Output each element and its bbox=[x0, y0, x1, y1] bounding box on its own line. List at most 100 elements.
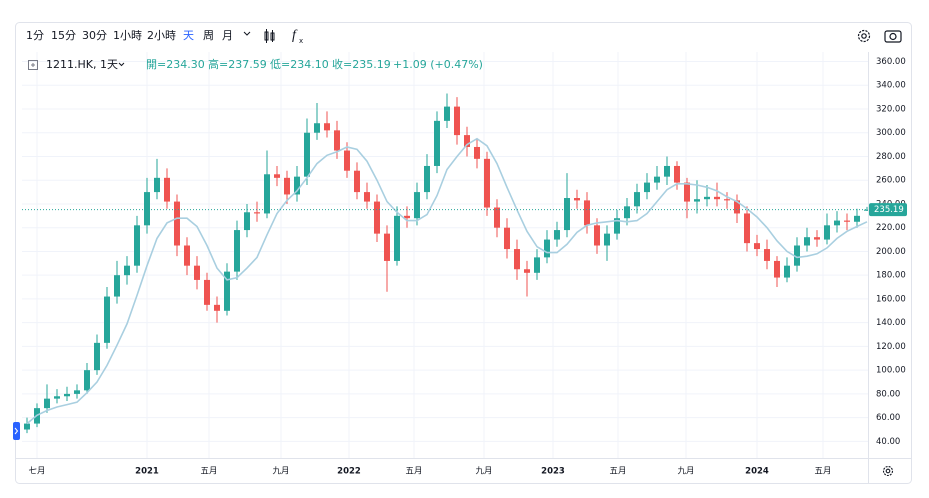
legend-toggle[interactable] bbox=[28, 60, 38, 70]
candle-body bbox=[804, 237, 810, 246]
candle-body bbox=[504, 227, 510, 250]
candle-body bbox=[564, 198, 570, 231]
candle-body bbox=[764, 249, 770, 261]
candle-body bbox=[214, 304, 220, 311]
candle-body bbox=[324, 123, 330, 131]
candle-body bbox=[374, 201, 380, 234]
candle-body bbox=[24, 423, 30, 430]
y-tick-label: 260.00 bbox=[876, 176, 906, 186]
x-tick-label: 五月 bbox=[814, 467, 831, 477]
candle-body bbox=[394, 215, 400, 261]
candle-body bbox=[554, 230, 560, 240]
candle-body bbox=[74, 390, 80, 394]
candle-body bbox=[304, 132, 310, 177]
candle-body bbox=[654, 176, 660, 183]
legend-low: 低=234.10 bbox=[270, 57, 329, 71]
legend: 1211.HK, 1天 開=234.30 高=237.59 低=234.10 收… bbox=[28, 57, 483, 71]
candle-body bbox=[684, 182, 690, 202]
chart-type-button[interactable] bbox=[264, 29, 275, 43]
candle-body bbox=[404, 215, 410, 219]
candle-body bbox=[134, 225, 140, 266]
y-tick-label: 120.00 bbox=[876, 342, 906, 352]
candle-body bbox=[524, 269, 530, 273]
candle-body bbox=[444, 106, 450, 121]
interval-dropdown[interactable] bbox=[243, 31, 251, 36]
candle-body bbox=[244, 212, 250, 231]
candle-body bbox=[724, 199, 730, 201]
candle-body bbox=[544, 239, 550, 258]
candle-body bbox=[694, 199, 700, 202]
candle-body bbox=[854, 215, 860, 222]
y-tick-label: 200.00 bbox=[876, 247, 906, 257]
candle-body bbox=[434, 120, 440, 166]
interval-button[interactable]: 15分 bbox=[51, 29, 76, 42]
candle-body bbox=[194, 265, 200, 280]
symbol-dropdown[interactable] bbox=[118, 62, 125, 67]
candle-body bbox=[314, 123, 320, 133]
candle-body bbox=[784, 265, 790, 278]
x-tick-label: 五月 bbox=[609, 467, 626, 477]
interval-button[interactable]: 1小時 bbox=[113, 29, 142, 42]
candle-body bbox=[534, 257, 540, 273]
x-tick-label: 2023 bbox=[541, 467, 565, 477]
moving-average bbox=[26, 137, 868, 425]
candle-body bbox=[294, 176, 300, 195]
candle-body bbox=[424, 165, 430, 193]
candle-body bbox=[584, 200, 590, 226]
candle-body bbox=[264, 174, 270, 214]
legend-high: 高=237.59 bbox=[208, 57, 267, 71]
candle-body bbox=[334, 130, 340, 151]
y-tick-label: 220.00 bbox=[876, 223, 906, 233]
interval-button[interactable]: 天 bbox=[183, 29, 194, 42]
interval-button[interactable]: 周 bbox=[203, 29, 214, 42]
last-price-label: 235.19 bbox=[874, 205, 904, 215]
settings-button[interactable] bbox=[857, 29, 871, 43]
candle-body bbox=[114, 275, 120, 297]
indicators-button[interactable]: f bbox=[292, 28, 298, 43]
candle-body bbox=[844, 220, 850, 222]
interval-button[interactable]: 月 bbox=[222, 29, 233, 42]
candle-body bbox=[834, 220, 840, 226]
candle-body bbox=[664, 165, 670, 177]
legend-open: 開=234.30 bbox=[146, 58, 205, 71]
interval-button[interactable]: 2小時 bbox=[147, 29, 176, 42]
snapshot-button[interactable] bbox=[884, 30, 902, 43]
toolbar: f x 1分 15分 30分 1小時 2小時天周月 bbox=[26, 28, 902, 45]
last-price-box bbox=[869, 203, 907, 217]
candle-body bbox=[414, 192, 420, 219]
legend-symbol[interactable]: 1211.HK, 1天 bbox=[46, 58, 118, 71]
x-tick-label: 五月 bbox=[200, 467, 217, 477]
candle-body bbox=[164, 177, 170, 202]
candle-body bbox=[604, 233, 610, 246]
candle-body bbox=[154, 177, 160, 193]
side-panel-tab[interactable] bbox=[13, 422, 20, 440]
x-tick-label: 九月 bbox=[272, 467, 289, 477]
candle-body bbox=[184, 245, 190, 266]
candle-body bbox=[144, 192, 150, 226]
x-tick-label: 2024 bbox=[745, 467, 769, 477]
side-panel-arrow bbox=[14, 427, 19, 435]
y-tick-label: 80.00 bbox=[876, 389, 900, 399]
time-axis-settings[interactable] bbox=[882, 465, 894, 477]
y-tick-label: 320.00 bbox=[876, 104, 906, 114]
interval-button[interactable]: 1分 bbox=[26, 29, 44, 42]
candle-body bbox=[864, 209, 870, 211]
interval-button[interactable]: 30分 bbox=[82, 29, 107, 42]
candle-body bbox=[634, 192, 640, 207]
candle-body bbox=[594, 225, 600, 246]
candle-body bbox=[124, 265, 130, 276]
candle-body bbox=[574, 198, 580, 201]
y-tick-label: 160.00 bbox=[876, 294, 906, 304]
candle-body bbox=[204, 279, 210, 305]
candle-body bbox=[84, 370, 90, 391]
y-tick-label: 300.00 bbox=[876, 128, 906, 138]
widget-frame bbox=[15, 22, 912, 484]
candle-body bbox=[644, 182, 650, 193]
candle-body bbox=[744, 213, 750, 244]
y-tick-label: 140.00 bbox=[876, 318, 906, 328]
candle-body bbox=[274, 174, 280, 178]
candle-body bbox=[484, 158, 490, 208]
candle-body bbox=[814, 237, 820, 240]
y-tick-label: 360.00 bbox=[876, 57, 906, 67]
